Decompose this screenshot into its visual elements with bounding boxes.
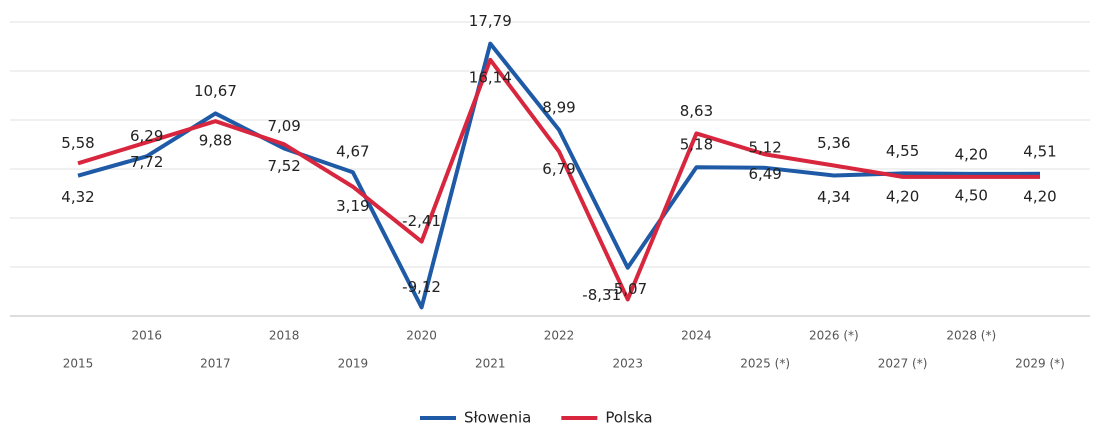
data-label: 5,36 [817, 134, 850, 152]
x-tick-label: 2022 [544, 329, 575, 343]
legend-label: Słowenia [464, 409, 531, 427]
data-label: -8,31 [582, 286, 621, 304]
x-tick-label: 2028 (*) [946, 329, 996, 343]
data-label: 4,50 [955, 186, 988, 204]
data-label: 6,49 [748, 165, 781, 183]
data-label: 9,88 [199, 132, 232, 150]
data-label: 7,72 [130, 153, 163, 171]
data-label: 10,67 [194, 82, 237, 100]
data-label: 4,20 [955, 145, 988, 163]
data-label: 5,18 [680, 136, 713, 154]
x-tick-label: 2025 (*) [740, 357, 790, 371]
data-label: 8,63 [680, 102, 713, 120]
data-label: 6,79 [542, 160, 575, 178]
data-label: 4,67 [336, 143, 369, 161]
data-label: 7,52 [267, 157, 300, 175]
x-tick-label: 2015 [63, 357, 94, 371]
series-line [77, 57, 1040, 302]
data-label: 17,79 [469, 12, 512, 30]
data-label: 16,14 [469, 68, 512, 86]
data-label: -5,07 [608, 280, 647, 298]
data-label: -9,12 [402, 278, 441, 296]
data-label: 4,20 [1023, 187, 1056, 205]
x-tick-label: 2020 [406, 329, 437, 343]
data-label: 4,20 [886, 187, 919, 205]
x-tick-label: 2018 [269, 329, 300, 343]
legend-label: Polska [605, 409, 652, 427]
data-label: 4,32 [61, 188, 94, 206]
x-tick-label: 2027 (*) [878, 357, 928, 371]
x-tick-label: 2017 [200, 357, 231, 371]
data-label: 4,34 [817, 188, 850, 206]
data-label: 5,58 [61, 134, 94, 152]
x-tick-label: 2023 [612, 357, 643, 371]
x-tick-label: 2021 [475, 357, 506, 371]
data-label: 4,51 [1023, 142, 1056, 160]
x-tick-label: 2026 (*) [809, 329, 859, 343]
data-label: 7,09 [267, 117, 300, 135]
x-tick-label: 2016 [131, 329, 162, 343]
data-label: -2,41 [402, 212, 441, 230]
data-label: 5,12 [748, 138, 781, 156]
x-tick-label: 2029 (*) [1015, 357, 1065, 371]
x-tick-label: 2024 [681, 329, 712, 343]
data-label: 6,29 [130, 127, 163, 145]
data-label: 8,99 [542, 98, 575, 116]
x-tick-label: 2019 [338, 357, 369, 371]
data-label: 4,55 [886, 142, 919, 160]
data-label: 3,19 [336, 197, 369, 215]
